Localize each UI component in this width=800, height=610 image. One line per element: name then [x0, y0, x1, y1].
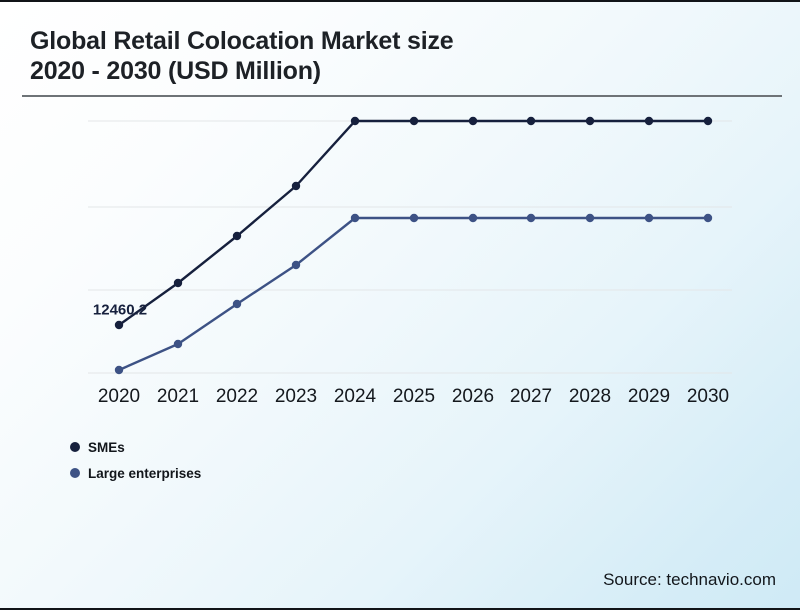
chart-title-line-2: 2020 - 2030 (USD Million) — [30, 57, 321, 85]
series-line-smes — [117, 119, 710, 327]
x-axis: 2020 2021 2022 2023 2024 2025 2026 2027 2028 2029… — [88, 386, 732, 412]
legend-item-smes[interactable]: SMEs — [70, 436, 201, 458]
x-tick-label-2028: 2028 — [568, 386, 612, 407]
data-point-marker[interactable] — [526, 213, 536, 223]
data-point-label: 12460.2 — [92, 301, 148, 319]
x-tick-label-2030: 2030 — [686, 386, 730, 407]
series-line-large-enterprises — [117, 216, 710, 372]
title-divider — [22, 95, 782, 97]
x-tick-label-2026: 2026 — [451, 386, 495, 407]
legend-item-label: SMEs — [88, 439, 125, 455]
page-title: Global Retail Colocation Market size 202… — [30, 26, 770, 86]
plot-area: 12460.2 — [88, 112, 732, 380]
data-point-marker[interactable] — [291, 181, 301, 191]
x-tick-label-2021: 2021 — [156, 386, 200, 407]
data-point-marker[interactable] — [350, 116, 360, 126]
data-point-marker[interactable] — [644, 213, 654, 223]
data-point-marker[interactable] — [526, 116, 536, 126]
data-point-marker[interactable] — [703, 213, 713, 223]
gridlines-group — [88, 120, 732, 374]
x-tick-label-2022: 2022 — [215, 386, 259, 407]
data-point-marker[interactable] — [644, 116, 654, 126]
data-point-marker[interactable] — [114, 320, 124, 330]
x-tick-label-2023: 2023 — [274, 386, 318, 407]
chart-legend: SMEs Large enterprises — [70, 436, 201, 488]
data-point-marker[interactable] — [232, 231, 242, 241]
line-chart-svg — [88, 116, 732, 375]
data-point-marker[interactable] — [350, 213, 360, 223]
data-point-marker[interactable] — [409, 213, 419, 223]
x-tick-label-2025: 2025 — [392, 386, 436, 407]
chart-title-line-1: Global Retail Colocation Market size — [30, 27, 454, 55]
data-point-marker[interactable] — [114, 365, 124, 375]
x-tick-label-2020: 2020 — [97, 386, 141, 407]
data-point-marker[interactable] — [173, 339, 183, 349]
data-point-marker[interactable] — [585, 116, 595, 126]
data-point-marker[interactable] — [173, 278, 183, 288]
data-point-marker[interactable] — [409, 116, 419, 126]
x-tick-label-2027: 2027 — [509, 386, 553, 407]
x-tick-label-2029: 2029 — [627, 386, 671, 407]
legend-item-label: Large enterprises — [88, 465, 202, 481]
legend-marker-icon — [70, 442, 80, 452]
legend-marker-icon — [70, 468, 80, 478]
data-point-marker[interactable] — [468, 213, 478, 223]
source-note: Source: technavio.com — [603, 570, 776, 589]
series-group — [114, 116, 713, 375]
legend-item-large-enterprises[interactable]: Large enterprises — [70, 462, 201, 484]
x-tick-label-2024: 2024 — [333, 386, 377, 407]
data-point-marker[interactable] — [585, 213, 595, 223]
data-point-marker[interactable] — [703, 116, 713, 126]
data-point-marker[interactable] — [232, 299, 242, 309]
data-point-marker[interactable] — [291, 260, 301, 270]
data-point-marker[interactable] — [468, 116, 478, 126]
